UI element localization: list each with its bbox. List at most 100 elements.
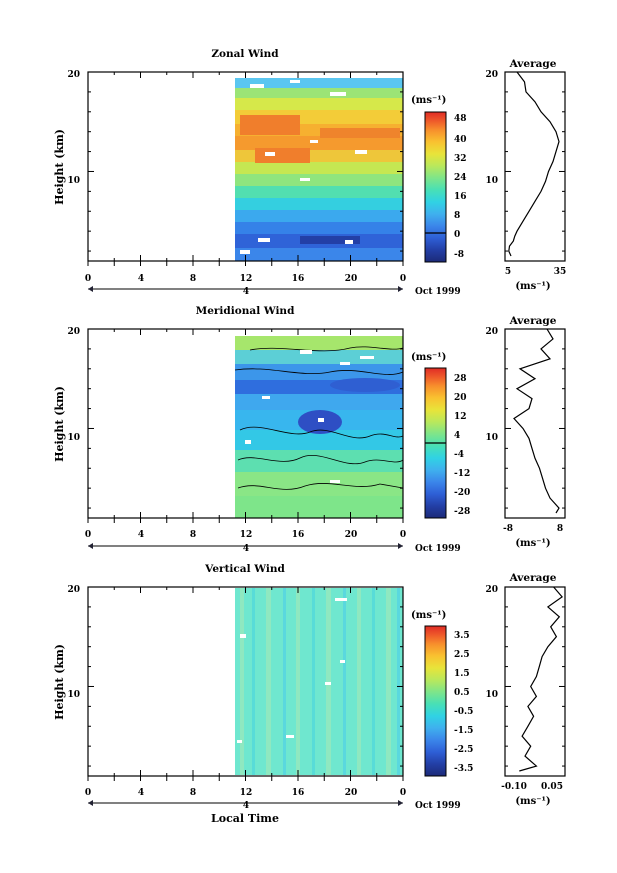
- colorbar-tick: -12: [454, 469, 470, 479]
- x-tick-label: 20: [345, 788, 358, 798]
- average-profile: Average 20 10 -0.10 0.05 (ms⁻¹): [485, 572, 566, 807]
- date-marker: 4: [243, 544, 249, 554]
- profile-y-tick: 10: [485, 690, 498, 700]
- date-label: Oct 1999: [415, 801, 461, 811]
- profile-line: [508, 71, 560, 257]
- colorbar-tick: 4: [454, 431, 460, 441]
- panel-meridional-wind: Meridional Wind: [53, 305, 566, 554]
- colorbar-tick: 0.5: [454, 688, 470, 698]
- x-tick-label: 0: [400, 530, 406, 540]
- colorbar-unit: (ms⁻¹): [411, 610, 446, 621]
- date-axis: 4 Oct 1999: [88, 800, 461, 811]
- generated-marks: [87, 71, 565, 781]
- profile-y-tick: 10: [485, 176, 498, 186]
- date-axis: 4 Oct 1999: [88, 286, 461, 297]
- y-tick-label: 20: [67, 327, 80, 337]
- x-tick-label: 0: [400, 788, 406, 798]
- profile-x-tick: 0.05: [541, 782, 563, 792]
- y-axis-label: Height (km): [53, 644, 66, 720]
- x-tick-label: 8: [190, 788, 196, 798]
- colorbar-tick: -3.5: [454, 764, 473, 774]
- x-tick-label: 20: [345, 530, 358, 540]
- profile-title: Average: [509, 58, 557, 70]
- heatmap-area: [235, 78, 403, 261]
- x-tick-label: 0: [400, 274, 406, 284]
- panel-vertical-wind: Vertical Wind 20 10 Height (km): [53, 563, 566, 825]
- y-tick-label: 20: [67, 585, 80, 595]
- x-tick-label: 4: [138, 788, 144, 798]
- chart-title: Vertical Wind: [204, 563, 285, 575]
- date-label: Oct 1999: [415, 544, 461, 554]
- colorbar-unit: (ms⁻¹): [411, 352, 446, 363]
- colorbar-tick: -20: [454, 488, 470, 498]
- panel-zonal-wind: Zonal Wind: [53, 48, 566, 297]
- colorbar-tick: 16: [454, 192, 467, 202]
- profile-line: [513, 328, 560, 514]
- chart-title: Zonal Wind: [211, 48, 279, 60]
- colorbar-tick: 40: [454, 135, 467, 145]
- colorbar: (ms⁻¹) 48 40 32 24 16 8 0 -8: [411, 95, 467, 263]
- x-tick-label: 20: [345, 274, 358, 284]
- average-profile: Average 20 10 -8 8 (ms⁻¹): [485, 315, 566, 549]
- y-tick-label: 20: [67, 70, 80, 80]
- profile-x-tick: -0.10: [501, 782, 527, 792]
- profile-x-tick: 5: [505, 267, 511, 277]
- x-tick-label: 4: [138, 530, 144, 540]
- x-tick-label: 12: [240, 788, 253, 798]
- heatmap-area: [234, 336, 404, 518]
- x-axis-ticks: 0 4 8 12 16 20 0: [85, 530, 406, 540]
- colorbar-tick: 0: [454, 230, 460, 240]
- colorbar-tick: 12: [454, 412, 467, 422]
- heatmap-area: [235, 588, 403, 775]
- colorbar-tick: 48: [454, 114, 467, 124]
- colorbar-unit: (ms⁻¹): [411, 95, 446, 106]
- y-tick-label: 10: [67, 690, 80, 700]
- colorbar-tick: 28: [454, 374, 467, 384]
- date-marker: 4: [243, 287, 249, 297]
- y-axis-label: Height (km): [53, 129, 66, 205]
- profile-x-unit: (ms⁻¹): [515, 796, 550, 807]
- average-profile: Average 20 10 5 35 (ms⁻¹): [485, 58, 566, 292]
- profile-line: [519, 586, 563, 772]
- x-tick-label: 16: [292, 274, 305, 284]
- colorbar-tick: -2.5: [454, 745, 473, 755]
- date-axis: 4 Oct 1999: [88, 543, 461, 554]
- profile-x-unit: (ms⁻¹): [515, 538, 550, 549]
- x-tick-label: 16: [292, 788, 305, 798]
- colorbar: (ms⁻¹) 3.5 2.5 1.5 0.5 -0.5 -1.5 -2.5 -3…: [411, 610, 473, 777]
- colorbar-tick: 8: [454, 211, 460, 221]
- colorbar-tick: 20: [454, 393, 467, 403]
- profile-x-tick: 35: [554, 267, 567, 277]
- profile-x-tick: -8: [503, 524, 513, 534]
- colorbar: (ms⁻¹) 28 20 12 4 -4 -12 -20 -28: [411, 352, 470, 519]
- colorbar-tick: 1.5: [454, 669, 470, 679]
- x-tick-label: 16: [292, 530, 305, 540]
- chart-title: Meridional Wind: [196, 305, 295, 317]
- colorbar-tick: -0.5: [454, 707, 473, 717]
- profile-y-tick: 20: [485, 585, 498, 595]
- y-tick-label: 10: [67, 433, 80, 443]
- colorbar-tick: -28: [454, 507, 470, 517]
- colorbar-tick: -1.5: [454, 726, 473, 736]
- date-marker: 4: [243, 801, 249, 811]
- x-axis-ticks: 0 4 8 12 16 20 0: [85, 274, 406, 284]
- x-tick-label: 0: [85, 274, 91, 284]
- profile-y-tick: 20: [485, 70, 498, 80]
- colorbar-tick: 24: [454, 173, 467, 183]
- colorbar-tick: -4: [454, 450, 464, 460]
- profile-y-tick: 20: [485, 327, 498, 337]
- profile-title: Average: [509, 572, 557, 584]
- date-label: Oct 1999: [415, 287, 461, 297]
- colorbar-tick: -8: [454, 250, 464, 260]
- y-tick-label: 10: [67, 176, 80, 186]
- colorbar-tick: 3.5: [454, 631, 470, 641]
- x-axis-label: Local Time: [211, 812, 279, 825]
- x-tick-label: 4: [138, 274, 144, 284]
- x-tick-label: 8: [190, 274, 196, 284]
- x-tick-label: 12: [240, 274, 253, 284]
- colorbar-tick: 2.5: [454, 650, 470, 660]
- x-tick-label: 0: [85, 788, 91, 798]
- profile-title: Average: [509, 315, 557, 327]
- profile-x-tick: 8: [557, 524, 563, 534]
